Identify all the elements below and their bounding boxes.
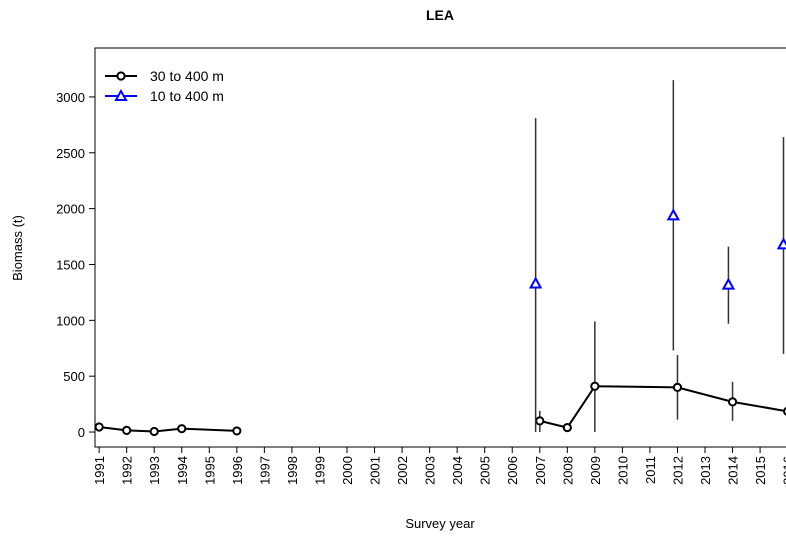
x-tick-label: 1995 [202, 456, 217, 485]
y-tick-label: 1500 [56, 257, 85, 272]
legend-marker [114, 88, 128, 101]
point [122, 425, 132, 435]
point [94, 422, 104, 432]
chart-title: LEA [426, 7, 454, 23]
point [721, 277, 736, 290]
plot-box [94, 47, 786, 448]
point [776, 237, 786, 250]
x-tick-label: 2014 [726, 456, 741, 485]
x-axis-label: Survey year [405, 516, 475, 531]
point [562, 422, 572, 433]
x-tick-label: 2013 [698, 456, 713, 485]
x-tick-label: 2010 [615, 456, 630, 485]
legend-label: 30 to 400 m [150, 68, 224, 84]
point [727, 397, 738, 407]
x-tick-label: 1998 [285, 456, 300, 485]
y-tick-label: 0 [78, 425, 85, 440]
point [528, 276, 543, 289]
x-tick-label: 2012 [670, 456, 685, 485]
y-axis-label: Biomass (t) [10, 215, 25, 281]
x-tick-label: 1996 [230, 456, 245, 485]
x-tick-label: 2006 [505, 456, 520, 485]
point [666, 208, 681, 221]
x-tick-label: 2016 [781, 456, 786, 485]
x-tick-label: 1992 [120, 456, 135, 485]
x-tick-label: 2007 [533, 456, 548, 485]
x-tick-label: 2003 [423, 456, 438, 485]
y-tick-label: 3000 [56, 90, 85, 105]
x-tick-label: 2005 [478, 456, 493, 485]
x-tick-label: 1999 [312, 456, 327, 485]
y-tick-label: 500 [63, 369, 85, 384]
x-tick-label: 2015 [753, 456, 768, 485]
y-tick-label: 1000 [56, 313, 85, 328]
series-line [99, 426, 237, 433]
point [177, 424, 187, 434]
x-tick-label: 2001 [368, 456, 383, 485]
x-tick-label: 2004 [450, 456, 465, 485]
x-tick-label: 1994 [175, 456, 190, 485]
point [672, 382, 683, 392]
x-tick-label: 2008 [560, 456, 575, 485]
y-tick-label: 2500 [56, 146, 85, 161]
x-tick-label: 1991 [92, 456, 107, 485]
x-tick-label: 1997 [257, 456, 272, 485]
x-tick-label: 1993 [147, 456, 162, 485]
point [590, 381, 600, 391]
x-tick-label: 2011 [643, 456, 658, 484]
x-tick-label: 2009 [588, 456, 603, 485]
legend-label: 10 to 400 m [150, 88, 224, 104]
x-tick-label: 2000 [340, 456, 355, 485]
legend-marker [116, 71, 126, 81]
series-line [539, 385, 786, 429]
point [232, 426, 242, 436]
x-tick-label: 2002 [395, 456, 410, 485]
y-tick-label: 2000 [56, 202, 85, 217]
point [149, 426, 159, 437]
point [535, 416, 545, 426]
